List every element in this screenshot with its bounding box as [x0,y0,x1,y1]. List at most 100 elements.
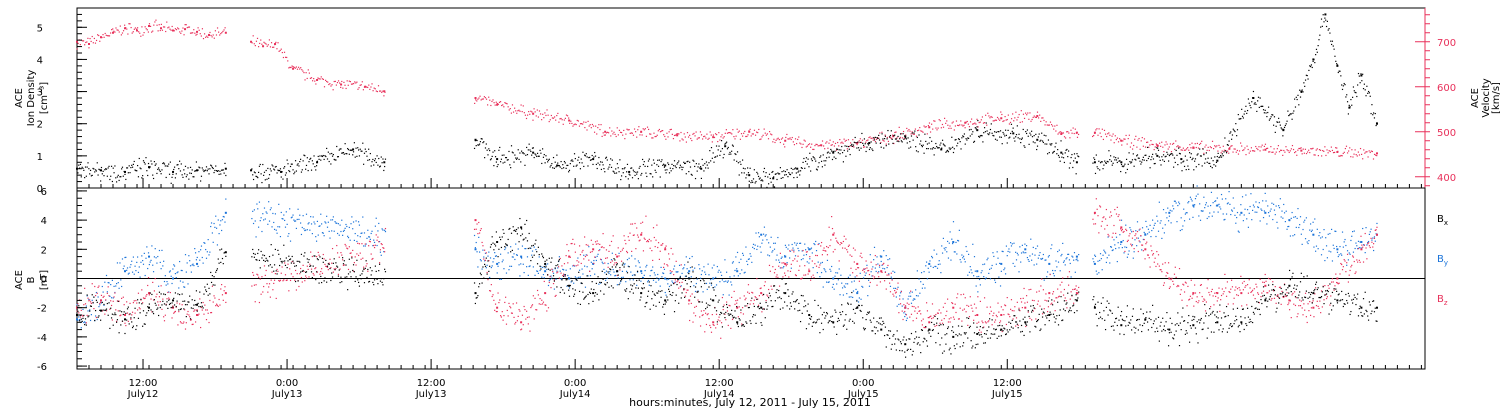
bottom-by-sample [568,276,570,279]
top-ion-density-sample [784,170,787,173]
top-velocity-sample [504,102,506,104]
top-ion-density-sample [595,163,597,166]
top-velocity-sample [965,121,967,123]
top-ion-density-sample [620,175,623,177]
top-velocity-sample [126,28,128,30]
bottom-by-sample [1022,251,1024,253]
top-velocity-sample [1281,149,1283,151]
top-ion-density-sample [368,159,371,161]
top-ion-density-sample [1237,113,1239,116]
top-ion-density-sample [1235,123,1237,125]
top-ion-density-sample [756,171,758,174]
top-ion-density-sample [1332,45,1334,47]
top-ion-density-sample [1225,150,1227,152]
bottom-by-sample [1238,231,1240,233]
top-velocity-sample [1283,149,1285,152]
bottom-bz-sample [742,313,745,315]
top-velocity-sample [856,143,858,146]
bottom-bz-sample [339,268,341,270]
top-ion-density-sample [1111,164,1113,166]
bottom-by-sample [1195,195,1197,197]
top-velocity-sample [306,77,308,80]
top-ion-density-sample [1058,156,1060,158]
bottom-by-sample [263,219,265,221]
bottom-by-sample [172,268,174,270]
top-ion-density-sample [967,137,969,139]
top-ion-density-sample [284,166,286,168]
top-velocity-sample [139,32,141,34]
bottom-bz-sample [360,258,362,260]
top-ion-density-sample [505,156,507,159]
top-ion-density-sample [572,160,574,162]
top-velocity-sample [538,110,541,112]
top-ion-density-sample [496,165,498,168]
top-velocity-sample [869,136,871,138]
top-ion-density-sample [144,163,146,165]
top-velocity-point [1036,115,1039,117]
top-ion-density-sample [253,171,255,173]
bottom-by-sample [1327,233,1329,235]
bottom-by-sample [171,282,173,285]
top-ion-density-sample [480,138,482,140]
top-ion-density-sample [97,174,99,176]
bottom-bz-sample [768,288,770,291]
top-velocity-sample [606,131,609,133]
top-ion-density-point [664,164,667,167]
top-velocity-point [250,40,253,43]
top-ion-density-sample [1102,168,1104,170]
top-velocity-point [748,130,751,133]
bottom-bz-sample [565,255,567,257]
top-ion-density-sample [1122,166,1124,168]
bottom-by-sample [831,286,834,288]
bottom-by-sample [999,285,1002,287]
top-ion-density-sample [352,154,354,156]
bottom-by-sample [133,273,135,275]
top-velocity-sample [151,31,153,33]
top-velocity-sample [149,25,152,27]
bottom-bz-sample [373,244,375,247]
bottom-bz-sample [94,294,97,297]
bottom-by-sample [279,226,281,228]
top-ion-density-sample [348,153,350,155]
bottom-bz-sample [852,272,854,274]
bottom-by-sample [839,294,841,296]
bottom-by-sample [792,247,794,249]
bottom-bz-sample [608,250,610,252]
bottom-by-sample [1167,207,1169,209]
top-ion-density-sample [999,130,1002,132]
top-velocity-sample [531,111,533,113]
bottom-by-sample [1042,253,1044,256]
bottom-bz-sample [603,247,605,249]
top-ion-density-sample [660,160,662,163]
top-ion-density-sample [313,155,315,157]
density-tick-label: 2 [37,120,43,131]
bottom-by-sample [379,251,382,253]
top-velocity-sample [1184,149,1187,151]
top-velocity-sample [1053,128,1055,130]
top-ion-density-sample [158,169,161,171]
bottom-by-sample [1141,227,1144,229]
bottom-bz-sample [511,312,513,314]
top-velocity-sample [788,138,790,140]
bottom-bz-sample [856,275,858,277]
top-velocity-sample [656,134,658,136]
bottom-by-sample [910,295,912,297]
top-velocity-sample [548,120,550,123]
top-ion-density-sample [878,134,880,136]
top-ion-density-sample [189,166,192,169]
top-ion-density-sample [916,136,918,139]
top-ion-density-sample [173,166,176,168]
bottom-by-sample [1268,215,1271,217]
bottom-by-sample [1142,238,1144,241]
bottom-by-sample [857,301,860,303]
top-velocity-sample [292,66,294,68]
top-ion-density-sample [684,162,686,165]
bottom-by-sample [771,251,773,253]
top-ion-density-point [1180,158,1183,161]
bottom-bz-sample [283,279,285,281]
bottom-by-sample [1323,229,1325,231]
top-velocity-sample [832,141,834,143]
top-velocity-sample [146,29,148,31]
bottom-bz-sample [845,238,847,240]
bottom-bz-sample [321,272,324,274]
